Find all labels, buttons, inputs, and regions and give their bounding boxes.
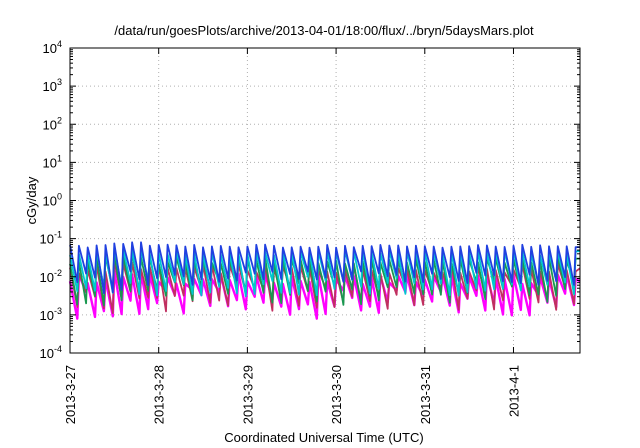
y-tick-label: 10-1: [40, 230, 62, 247]
y-tick-label: 101: [43, 153, 62, 170]
y-tick-label-base: 10: [43, 41, 57, 56]
x-tick-label: 2013-3-28: [152, 365, 167, 424]
y-tick-label-base: 10: [43, 117, 57, 132]
y-tick-label-exponent: 2: [57, 115, 62, 125]
y-tick-label-base: 10: [40, 232, 54, 247]
x-tick-label: 2013-3-31: [418, 365, 433, 424]
ticks: 10-410-310-210-11001011021031042013-3-27…: [40, 39, 580, 424]
x-tick-label: 2013-3-27: [63, 365, 78, 424]
series-line: [69, 241, 580, 295]
y-tick-label: 10-2: [40, 268, 62, 285]
y-tick-label-exponent: 3: [57, 77, 62, 87]
y-tick-label-exponent: 1: [57, 153, 62, 163]
y-tick-label-base: 10: [43, 194, 57, 209]
y-tick-label-exponent: -4: [54, 344, 62, 354]
y-tick-label: 103: [43, 77, 62, 94]
y-tick-label-exponent: -2: [54, 268, 62, 278]
series-group: [68, 241, 581, 320]
y-tick-label-exponent: -3: [54, 306, 62, 316]
y-tick-label-exponent: 4: [57, 39, 62, 49]
y-tick-label: 100: [43, 192, 62, 209]
chart-title: /data/run/goesPlots/archive/2013-04-01/1…: [114, 23, 534, 38]
y-tick-label-base: 10: [40, 308, 54, 323]
y-tick-label-base: 10: [40, 270, 54, 285]
y-tick-label-exponent: -1: [54, 230, 62, 240]
x-axis-label: Coordinated Universal Time (UTC): [224, 430, 423, 445]
y-tick-label: 104: [43, 39, 62, 56]
y-tick-label-base: 10: [43, 155, 57, 170]
y-tick-label: 10-4: [40, 344, 62, 361]
y-tick-label: 10-3: [40, 306, 62, 323]
x-tick-label: 2013-3-30: [329, 365, 344, 424]
x-tick-label: 2013-3-29: [240, 365, 255, 424]
y-axis-label: cGy/day: [24, 176, 39, 224]
y-tick-label-exponent: 0: [57, 192, 62, 202]
y-tick-label-base: 10: [43, 79, 57, 94]
y-tick-label-base: 10: [40, 346, 54, 361]
y-tick-label: 102: [43, 115, 62, 132]
x-tick-label: 2013-4-1: [506, 365, 521, 417]
